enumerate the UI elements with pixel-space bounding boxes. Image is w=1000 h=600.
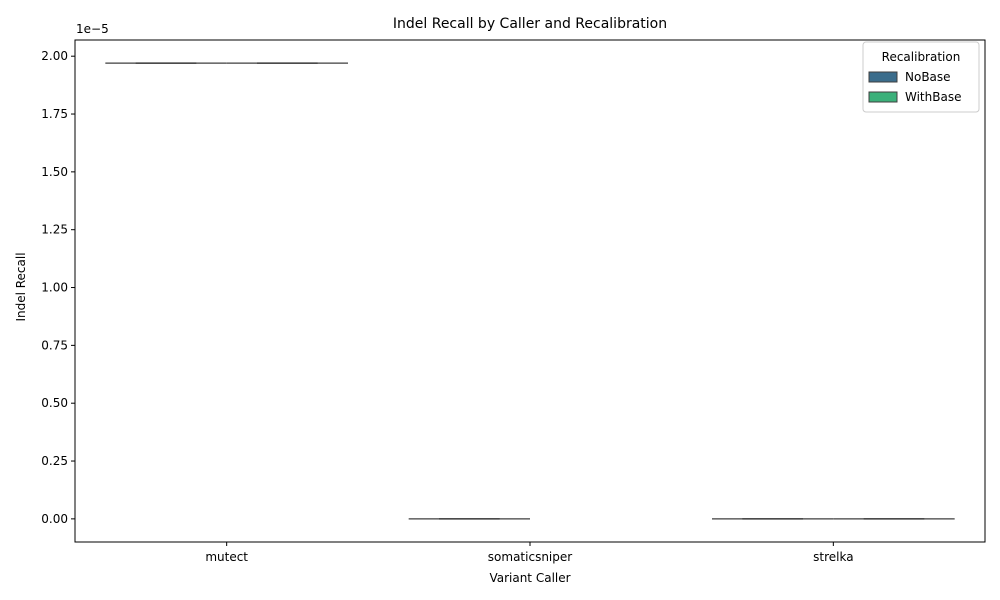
- x-tick-label: mutect: [205, 550, 248, 564]
- chart-title: Indel Recall by Caller and Recalibration: [393, 16, 667, 32]
- x-tick-label: strelka: [813, 550, 853, 564]
- y-tick-label: 1.25: [41, 223, 68, 237]
- legend-label-NoBase: NoBase: [905, 70, 951, 84]
- y-tick-label: 2.00: [41, 49, 68, 63]
- y-tick-label: 1.00: [41, 281, 68, 295]
- y-tick-label: 1.75: [41, 107, 68, 121]
- y-tick-label: 0.50: [41, 396, 68, 410]
- legend-swatch-WithBase: [868, 91, 898, 103]
- plot-area: 0.00 0.25 0.50 0.75 1.00 1.25 1.50 1.75 2.00 mute…: [41, 39, 986, 564]
- legend: Recalibration NoBase WithBase: [862, 41, 980, 113]
- legend-title: Recalibration: [882, 50, 961, 64]
- x-tick-label: somaticsniper: [488, 550, 572, 564]
- x-axis-label: Variant Caller: [489, 571, 570, 585]
- y-tick-label: 0.75: [41, 338, 68, 352]
- y-tick-label: 1.50: [41, 165, 68, 179]
- legend-swatch-NoBase: [868, 71, 898, 83]
- y-tick-label: 0.00: [41, 512, 68, 526]
- y-axis-label: Indel Recall: [14, 252, 28, 321]
- y-offset-text: 1e−5: [76, 22, 109, 36]
- axes-frame: [74, 39, 986, 543]
- y-tick-label: 0.25: [41, 454, 68, 468]
- legend-label-WithBase: WithBase: [905, 90, 961, 104]
